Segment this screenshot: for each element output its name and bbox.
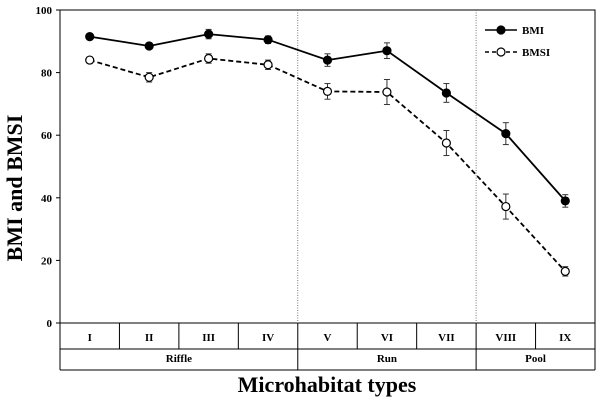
x-tick-label: I	[88, 332, 92, 344]
data-point	[144, 72, 154, 82]
x-axis-label: Microhabitat types	[238, 372, 417, 397]
y-tick-label: 60	[41, 130, 53, 142]
series-bmi	[85, 28, 570, 208]
data-point	[263, 35, 273, 45]
data-point	[560, 266, 570, 276]
x-tick-label: IX	[559, 332, 571, 344]
data-point	[204, 53, 214, 64]
data-point	[85, 32, 95, 42]
data-point	[382, 46, 392, 56]
y-tick-label: 20	[41, 255, 53, 267]
y-tick-label: 0	[47, 318, 53, 330]
data-point	[322, 86, 333, 96]
x-tick-label: VIII	[495, 332, 516, 344]
legend-item-bmi: BMI	[485, 25, 544, 37]
plot-area	[59, 9, 596, 324]
y-tick-label: 100	[36, 5, 53, 17]
data-point	[204, 29, 214, 39]
data-point	[441, 138, 451, 148]
series-bmsi	[85, 53, 570, 277]
data-point	[501, 201, 511, 212]
plot-border	[59, 9, 596, 324]
group-label: Pool	[525, 353, 546, 365]
y-tick-label: 80	[41, 68, 53, 80]
data-point	[441, 88, 451, 98]
data-point	[560, 196, 570, 206]
x-tick-label: IV	[262, 332, 274, 344]
data-point	[382, 87, 392, 97]
x-tick-label: II	[145, 332, 154, 344]
y-axis: 0 20 40 60 80 100	[36, 5, 60, 330]
data-point	[501, 129, 511, 139]
x-tick-label: V	[324, 332, 332, 344]
legend: BMI BMSI	[485, 25, 550, 59]
data-point	[144, 41, 154, 51]
data-point	[322, 55, 333, 65]
y-tick-label: 40	[41, 193, 53, 205]
legend-item-bmsi: BMSI	[485, 47, 550, 59]
legend-marker	[496, 25, 506, 35]
data-point	[263, 60, 273, 70]
data-point	[85, 55, 95, 65]
group-label: Riffle	[166, 353, 192, 365]
legend-marker	[496, 47, 506, 57]
x-tick-label: VII	[438, 332, 455, 344]
group-label: Run	[377, 353, 397, 365]
series-layer	[85, 28, 570, 277]
x-tick-label: III	[202, 332, 215, 344]
y-axis-label: BMI and BMSI	[2, 115, 27, 262]
x-tick-label: VI	[381, 332, 393, 344]
legend-label: BMSI	[522, 47, 550, 59]
legend-label: BMI	[522, 25, 544, 37]
